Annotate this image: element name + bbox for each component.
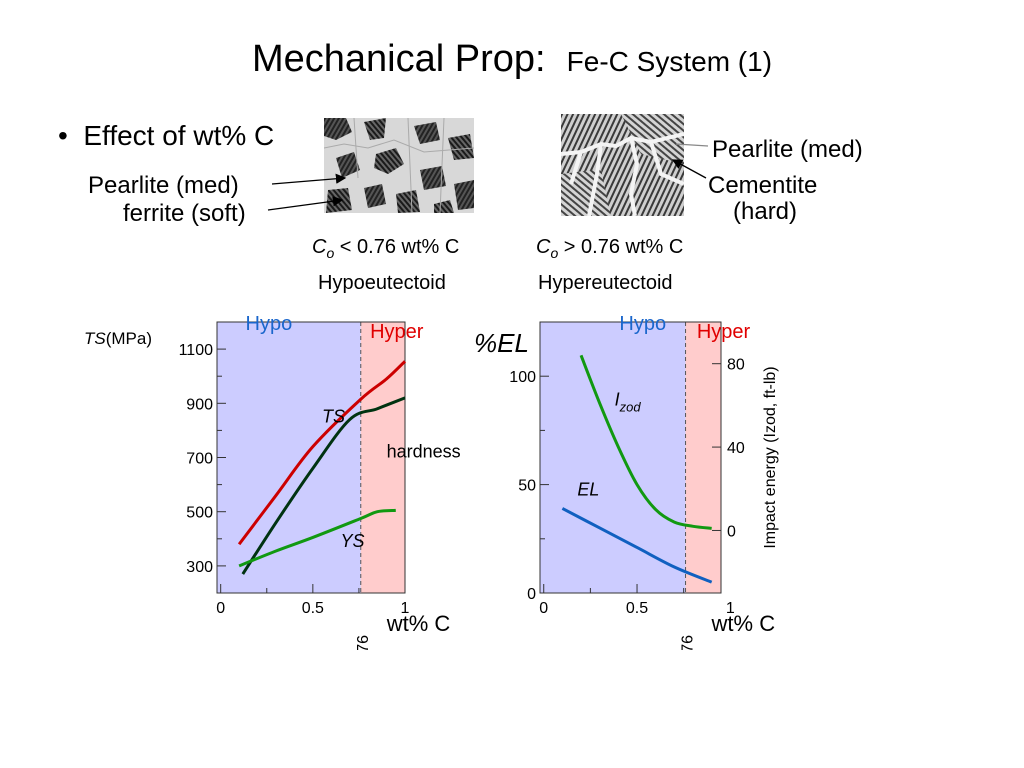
x-tick-label: 1 bbox=[726, 600, 735, 617]
x-axis-label: wt% C bbox=[386, 611, 451, 636]
el-izod-chart: Hypo Hyper 0 50 100 0 0.5 1 0.76 wt% C 0 40 80 Impact… bbox=[474, 313, 779, 650]
hypo-region bbox=[540, 322, 686, 593]
series-line-ys bbox=[238, 508, 396, 568]
x-tick-label: 0 bbox=[539, 600, 548, 617]
hyper-label: Hyper bbox=[697, 321, 751, 343]
leader-pearlite-right bbox=[675, 143, 709, 147]
x-tick-label: 0.5 bbox=[626, 600, 648, 617]
hypereutectoid-label: Hypereutectoid bbox=[538, 272, 673, 294]
title-sub: Fe-C System (1) bbox=[566, 46, 773, 77]
leader-ferrite bbox=[267, 196, 344, 211]
plot-frame bbox=[539, 321, 722, 594]
leader-cementite bbox=[671, 159, 707, 179]
co-condition-text: > 0.76 wt% C bbox=[558, 236, 684, 258]
y-tick-label: 50 bbox=[518, 478, 536, 495]
series-line-el bbox=[561, 507, 713, 584]
slide-title: Mechanical Prop: Fe-C System (1) bbox=[0, 38, 1024, 81]
y-tick-label: 700 bbox=[186, 451, 213, 468]
label-pearlite-left: Pearlite (med) bbox=[88, 172, 239, 199]
label-ferrite: ferrite (soft) bbox=[123, 200, 246, 227]
hypoeutectoid-label: Hypoeutectoid bbox=[318, 272, 446, 294]
series-label-subscript: zod bbox=[619, 399, 642, 414]
x-tick-label: 0.5 bbox=[302, 600, 324, 617]
bullet-text: Effect of wt% C bbox=[83, 120, 275, 151]
bullet-char: • bbox=[58, 120, 68, 151]
y-axis-label: %EL bbox=[474, 328, 529, 358]
eutectoid-tick-label: 0.76 bbox=[680, 635, 697, 650]
series-label-ts: TS bbox=[322, 406, 345, 426]
y-axis-symbol: TS bbox=[84, 329, 106, 348]
eutectoid-tick-label: 0.76 bbox=[355, 635, 372, 650]
y-axis-unit: (MPa) bbox=[106, 329, 152, 348]
y-tick-label: 0 bbox=[527, 586, 536, 603]
co-subscript: o bbox=[326, 245, 335, 261]
label-cementite: Cementite bbox=[708, 172, 818, 199]
x-axis-label: wt% C bbox=[711, 611, 776, 636]
x-tick-label: 1 bbox=[401, 600, 410, 617]
x-tick-label: 0 bbox=[216, 600, 225, 617]
y2-tick-label: 40 bbox=[727, 440, 745, 457]
hypo-label: Hypo bbox=[619, 313, 666, 335]
co-symbol: C bbox=[536, 236, 551, 258]
series-label-hardness: hardness bbox=[387, 442, 461, 462]
ts-chart: Hypo Hyper 300 500 700 900 1100 0 0.5 1 0.76 wt% C T… bbox=[84, 313, 461, 650]
leader-pearlite-left bbox=[271, 173, 347, 185]
y-axis-label: TS(MPa) bbox=[84, 329, 152, 348]
series-line-ts bbox=[237, 360, 407, 546]
y-tick-label: 900 bbox=[186, 396, 213, 413]
co-symbol: C bbox=[312, 236, 327, 258]
hypo-region bbox=[217, 322, 361, 593]
hypoeutectoid-micrograph bbox=[324, 118, 474, 213]
title-main: Mechanical Prop: bbox=[251, 38, 546, 80]
label-pearlite-right: Pearlite (med) bbox=[712, 136, 863, 163]
series-line-izod bbox=[579, 354, 712, 530]
y2-axis-label: Impact energy (Izod, ft-lb) bbox=[762, 366, 779, 548]
co-condition-text: < 0.76 wt% C bbox=[334, 236, 460, 258]
hypo-label: Hypo bbox=[246, 313, 293, 335]
y2-tick-label: 0 bbox=[727, 523, 736, 540]
y-tick-label: 300 bbox=[186, 559, 213, 576]
series-line-hardness bbox=[241, 396, 406, 575]
bullet: • Effect of wt% C bbox=[58, 120, 274, 152]
hyper-label: Hyper bbox=[370, 321, 424, 343]
y2-tick-label: 80 bbox=[727, 357, 745, 374]
label-cementite-hard: (hard) bbox=[733, 198, 798, 225]
co-condition-hyper: Co > 0.76 wt% C bbox=[536, 236, 683, 261]
y-tick-label: 100 bbox=[509, 369, 536, 386]
series-label-ys: YS bbox=[340, 531, 364, 551]
co-subscript: o bbox=[550, 245, 559, 261]
y-tick-label: 500 bbox=[186, 505, 213, 522]
co-condition-hypo: Co < 0.76 wt% C bbox=[312, 236, 459, 261]
hypereutectoid-micrograph bbox=[561, 114, 684, 216]
series-label-el: EL bbox=[577, 479, 599, 499]
y-tick-label: 1100 bbox=[179, 342, 214, 359]
hyper-region bbox=[685, 322, 721, 593]
